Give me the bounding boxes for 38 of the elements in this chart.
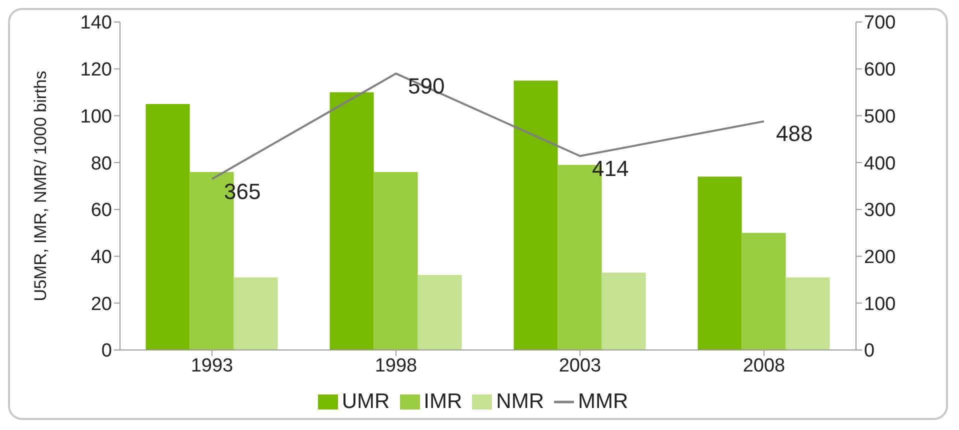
y2-tick-label: 700 <box>864 12 896 34</box>
y-tick-label: 20 <box>90 294 112 315</box>
bar <box>418 275 462 350</box>
bar <box>514 80 558 350</box>
legend-label: IMR <box>424 390 462 413</box>
y2-tick-label: 400 <box>864 153 896 174</box>
y2-tick-label: 500 <box>864 106 896 128</box>
bar <box>374 172 418 350</box>
line-series <box>211 72 765 180</box>
x-tick-label: 2003 <box>558 355 602 376</box>
y2-tick-label: 200 <box>864 247 896 268</box>
bar <box>742 232 786 350</box>
x-tick-label: 2008 <box>742 355 786 376</box>
y-axis-title: U5MR, IMR, NMR/ 1000 births <box>31 70 50 302</box>
y-tick-label: 0 <box>101 340 112 362</box>
bar <box>698 176 742 350</box>
y-tick-label: 80 <box>90 153 112 174</box>
y2-tick-label: 0 <box>864 340 875 362</box>
bar <box>602 272 646 350</box>
bar <box>234 277 278 350</box>
y2-tick-label: 600 <box>864 60 896 81</box>
y-tick-label: 140 <box>80 12 112 34</box>
bar <box>330 92 374 350</box>
bar <box>786 277 830 350</box>
bar <box>146 104 190 350</box>
data-label: 414 <box>592 156 629 181</box>
data-label: 488 <box>776 121 813 146</box>
x-tick-label: 1993 <box>190 355 234 376</box>
legend-label: UMR <box>342 390 390 413</box>
y-tick-label: 120 <box>80 60 112 81</box>
legend-label: NMR <box>496 390 544 413</box>
y2-tick-label: 300 <box>864 200 896 222</box>
legend-label: MMR <box>578 390 628 413</box>
y-tick-label: 60 <box>90 200 112 222</box>
y-tick-label: 100 <box>80 106 112 128</box>
y2-tick-label: 100 <box>864 294 896 315</box>
x-tick-label: 1998 <box>374 355 418 376</box>
y-tick-label: 40 <box>90 247 112 268</box>
